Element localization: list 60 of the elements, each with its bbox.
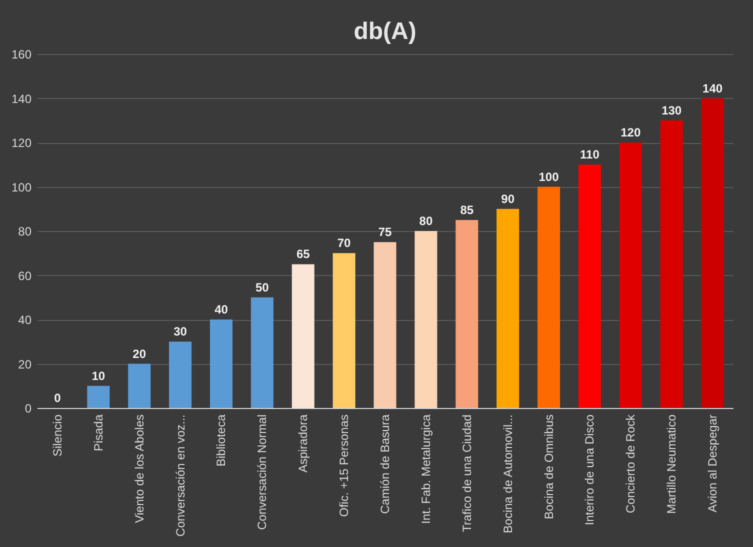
bar <box>210 320 232 408</box>
x-tick-label: Avion al Despegar <box>706 414 720 512</box>
data-label: 140 <box>702 81 723 96</box>
bar <box>619 142 642 408</box>
data-label: 85 <box>460 202 474 217</box>
x-tick-label: Conversación en voz... <box>173 414 188 537</box>
y-tick-label: 140 <box>11 92 32 106</box>
bar <box>660 120 683 408</box>
y-tick-label: 160 <box>11 48 32 62</box>
y-tick-label: 60 <box>18 268 32 283</box>
bar <box>292 264 314 408</box>
bar <box>332 253 356 408</box>
data-label: 120 <box>620 126 641 140</box>
bar <box>701 98 724 408</box>
bar <box>414 231 438 408</box>
data-label: 30 <box>174 324 188 339</box>
bar <box>578 164 601 408</box>
bar <box>87 386 110 408</box>
y-tick-label: 20 <box>18 357 32 372</box>
x-tick-label: Pisada <box>91 414 106 452</box>
y-tick-label: 80 <box>18 224 32 238</box>
bar <box>169 342 192 408</box>
bar <box>128 364 151 408</box>
y-tick-label: 40 <box>18 313 32 327</box>
bar <box>250 297 274 408</box>
x-tick-label: Conversación Normal <box>255 414 270 530</box>
x-tick-label: Ofic. +15 Personas <box>337 414 352 517</box>
data-label: 50 <box>255 280 270 294</box>
x-tick-label: Camión de Basura <box>378 414 392 514</box>
bar <box>374 242 396 408</box>
bar <box>538 186 560 408</box>
data-label: 65 <box>296 247 310 262</box>
bar <box>456 220 478 408</box>
chart-title: db(A) <box>354 18 416 45</box>
y-tick-label: 0 <box>24 402 32 416</box>
data-label: 0 <box>54 391 62 405</box>
x-tick-label: Aspiradora <box>296 414 310 473</box>
data-label: 20 <box>132 346 146 361</box>
data-label: 80 <box>419 214 433 228</box>
data-label: 90 <box>501 192 515 206</box>
data-label: 110 <box>580 148 600 162</box>
x-tick-label: Bocina de Automovil... <box>500 414 515 534</box>
x-tick-label: Martillo Neumatico <box>664 414 679 514</box>
x-tick-label: Interiro de una Disco <box>582 414 597 526</box>
data-label: 70 <box>337 236 352 250</box>
x-tick-label: Concierto de Rock <box>624 414 638 514</box>
data-label: 40 <box>214 302 228 316</box>
x-tick-label: Viento de los Aboles <box>132 414 146 524</box>
data-label: 10 <box>92 368 106 383</box>
x-tick-label: Trafico de una Ciudad <box>460 414 474 532</box>
data-label: 100 <box>538 170 560 184</box>
x-tick-label: Biblioteca <box>214 414 228 467</box>
bar <box>496 208 520 408</box>
x-tick-label: Bocina de Omnibus <box>542 414 556 520</box>
data-label: 130 <box>662 103 682 118</box>
y-tick-label: 120 <box>11 136 32 150</box>
y-tick-label: 100 <box>11 180 32 194</box>
x-tick-label: Int. Fab. Metalurgica <box>418 414 433 524</box>
x-tick-label: Silencio <box>50 414 64 457</box>
data-label: 75 <box>378 225 392 240</box>
